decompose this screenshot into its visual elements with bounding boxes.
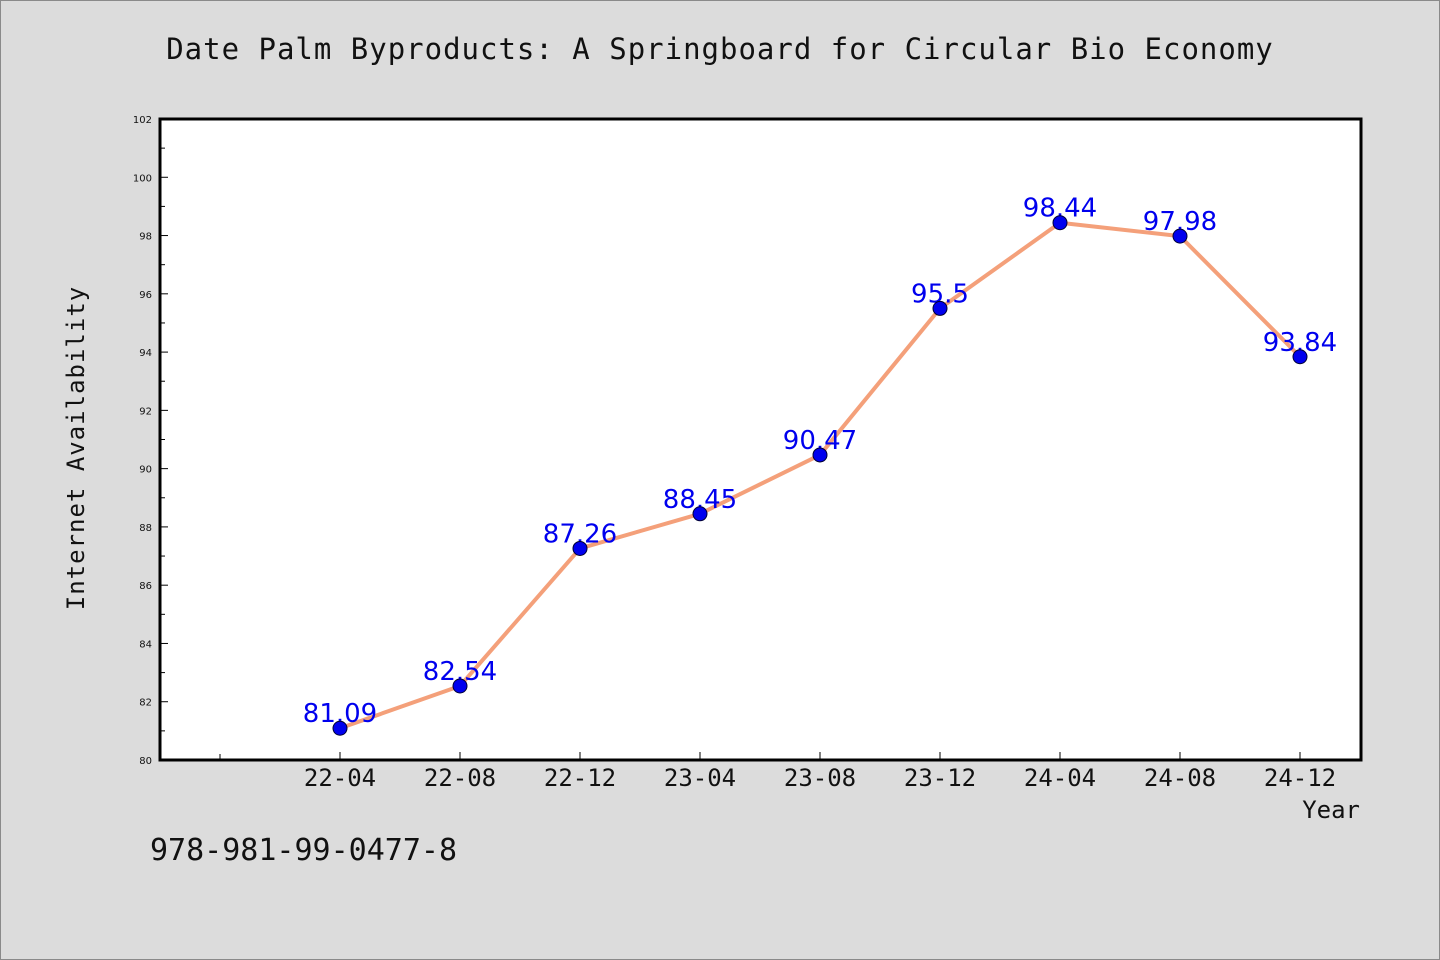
- isbn-text: 978-981-99-0477-8: [150, 833, 458, 868]
- x-tick-label: 23-12: [904, 764, 976, 792]
- y-tick-label: 82: [139, 698, 152, 709]
- y-tick-label: 80: [139, 756, 152, 767]
- y-tick-label: 94: [139, 348, 152, 359]
- x-tick-label: 23-04: [664, 764, 736, 792]
- data-point: [1172, 228, 1188, 244]
- y-tick-label: 86: [139, 581, 152, 592]
- y-tick-label: 92: [139, 406, 152, 417]
- data-point: [332, 720, 348, 736]
- x-tick-label: 24-04: [1024, 764, 1096, 792]
- x-tick-label: 22-12: [544, 764, 616, 792]
- data-point: [572, 540, 588, 556]
- data-point: [692, 506, 708, 522]
- plot-area: [158, 117, 1363, 762]
- x-axis-ticks: 22-04 22-08 22-12 23-04 23-08 23-12 24-04 24-08…: [219, 752, 1336, 792]
- data-point: [932, 300, 948, 316]
- y-tick-label: 102: [133, 115, 152, 126]
- chart-title: Date Palm Byproducts: A Springboard for …: [166, 32, 1274, 66]
- y-tick-label: 90: [139, 465, 152, 476]
- x-tick-label: 22-04: [304, 764, 376, 792]
- x-tick-label: 23-08: [784, 764, 856, 792]
- x-tick-label: 24-08: [1144, 764, 1216, 792]
- y-tick-label: 98: [139, 232, 152, 243]
- y-axis-ticks: 80 82 84 86 88 90 92 94 96 98 100 102: [133, 115, 168, 767]
- y-tick-label: 84: [139, 639, 152, 650]
- data-point: [452, 678, 468, 694]
- x-tick-label: 22-08: [424, 764, 496, 792]
- data-point: [812, 447, 828, 463]
- y-tick-label: 88: [139, 523, 152, 534]
- y-tick-label: 96: [139, 290, 152, 301]
- y-tick-label: 100: [133, 173, 152, 184]
- data-point: [1052, 215, 1068, 231]
- x-tick-label: 24-12: [1264, 764, 1336, 792]
- data-point: [1292, 349, 1308, 365]
- x-axis-label: Year: [1302, 796, 1360, 824]
